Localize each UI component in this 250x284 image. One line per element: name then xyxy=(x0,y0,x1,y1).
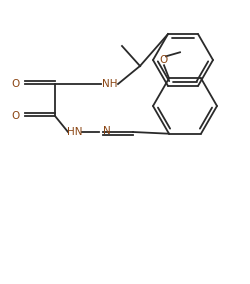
Text: N: N xyxy=(103,126,110,136)
Text: O: O xyxy=(159,55,168,65)
Text: O: O xyxy=(11,111,19,121)
Text: HN: HN xyxy=(67,127,82,137)
Text: O: O xyxy=(11,79,19,89)
Text: NH: NH xyxy=(102,79,117,89)
